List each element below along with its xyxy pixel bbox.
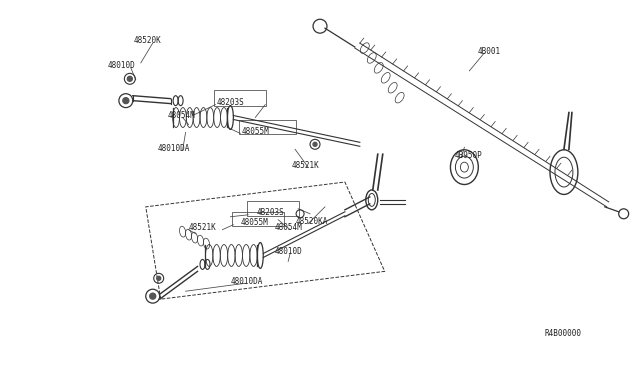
Text: 48010DA: 48010DA bbox=[230, 277, 263, 286]
Text: 48010DA: 48010DA bbox=[157, 144, 190, 153]
Text: 48055M: 48055M bbox=[241, 127, 269, 136]
Text: 48054M: 48054M bbox=[168, 111, 195, 120]
Circle shape bbox=[127, 76, 132, 81]
Text: 48520K: 48520K bbox=[134, 36, 161, 45]
Circle shape bbox=[150, 293, 156, 299]
Text: 48521K: 48521K bbox=[292, 161, 320, 170]
Text: 4B950P: 4B950P bbox=[454, 151, 482, 160]
Text: 48054M: 48054M bbox=[274, 223, 302, 232]
Text: R4B00000: R4B00000 bbox=[544, 329, 581, 339]
Text: 48520KA: 48520KA bbox=[296, 217, 328, 226]
Circle shape bbox=[157, 276, 161, 280]
Text: 48010D: 48010D bbox=[274, 247, 302, 256]
Text: 48521K: 48521K bbox=[189, 223, 216, 232]
Text: 48203S: 48203S bbox=[216, 98, 244, 107]
Text: 48010D: 48010D bbox=[108, 61, 136, 70]
Text: 48055M: 48055M bbox=[241, 218, 268, 227]
Circle shape bbox=[123, 98, 129, 104]
Text: 4B203S: 4B203S bbox=[256, 208, 284, 217]
Text: 4B001: 4B001 bbox=[477, 46, 500, 55]
Circle shape bbox=[313, 142, 317, 146]
